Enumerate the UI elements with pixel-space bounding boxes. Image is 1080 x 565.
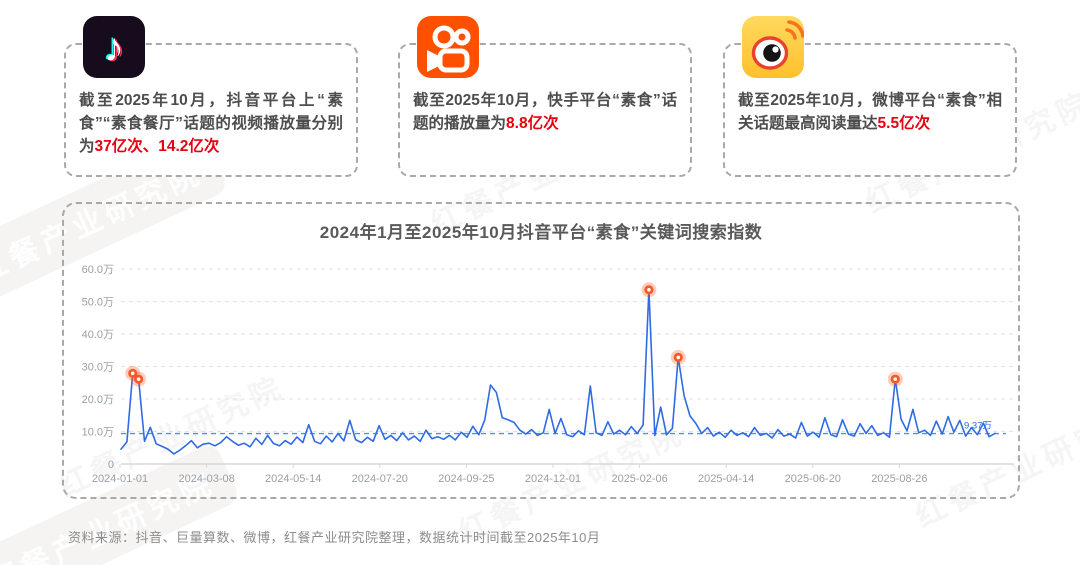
douyin-info-card: ♪ ♪ ♪ 截至2025年10月，抖音平台上“素食”“素食餐厅”话题的视频播放量… — [64, 16, 358, 177]
search-index-line — [120, 288, 996, 455]
weibo-icon — [742, 16, 804, 78]
peak-marker — [887, 371, 903, 387]
x-axis-label: 2024-05-14 — [265, 473, 321, 485]
peak-marker — [131, 371, 147, 387]
douyin-stat-highlight: 37亿次、14.2亿次 — [94, 138, 220, 155]
kuaishou-stat-highlight: 8.8亿次 — [506, 115, 559, 132]
x-axis-label: 2025-08-26 — [871, 473, 927, 485]
x-axis-label: 2025-02-06 — [611, 473, 667, 485]
chart-title: 2024年1月至2025年10月抖音平台“素食”关键词搜索指数 — [319, 223, 763, 242]
y-axis-label: 50.0万 — [82, 297, 114, 309]
x-axis-label: 2024-03-08 — [178, 473, 234, 485]
weibo-stat-text: 截至2025年10月，微博平台“素食”相关话题最高阅读量达5.5亿次 — [738, 89, 1002, 135]
weibo-info-card: 截至2025年10月，微博平台“素食”相关话题最高阅读量达5.5亿次 — [723, 16, 1017, 177]
weibo-stat-highlight: 5.5亿次 — [877, 115, 931, 132]
kuaishou-stat-normal: 截至2025年10月，快手平台“素食”话题的播放量为 — [413, 92, 677, 132]
x-axis-label: 2024-01-01 — [92, 473, 148, 485]
chart-canvas: 60.0万 50.0万 40.0万 30.0万 20.0万 10.0万 0 2024-01-0… — [64, 242, 1018, 498]
y-axis-label: 0 — [108, 459, 114, 471]
svg-text:♪: ♪ — [104, 26, 124, 70]
x-axis-label: 2025-06-20 — [785, 473, 841, 485]
kuaishou-info-card: 截至2025年10月，快手平台“素食”话题的播放量为8.8亿次 — [398, 16, 692, 177]
x-axis-label: 2024-07-20 — [352, 473, 408, 485]
y-axis-label: 30.0万 — [82, 362, 114, 374]
y-axis-label: 10.0万 — [82, 427, 114, 439]
data-source-note: 资料来源：抖音、巨量算数、微博，红餐产业研究院整理，数据统计时间截至2025年1… — [68, 530, 601, 545]
y-axis-label: 60.0万 — [82, 264, 114, 276]
x-axis-label: 2024-12-01 — [525, 473, 581, 485]
peak-marker — [670, 349, 686, 365]
svg-text:♪: ♪ — [102, 25, 122, 69]
douyin-icon: ♪ ♪ ♪ — [83, 16, 145, 78]
y-axis-label: 40.0万 — [82, 329, 114, 341]
douyin-stat-normal: 截至2025年10月，抖音平台上“素食”“素食餐厅”话题的视频播放量分别为 — [79, 92, 343, 155]
average-line-label: 9.37万 — [964, 421, 992, 432]
search-index-chart-panel: 2024年1月至2025年10月抖音平台“素食”关键词搜索指数 60.0万 50.… — [62, 202, 1020, 499]
svg-text:♪: ♪ — [106, 27, 126, 71]
x-axis-label: 2025-04-14 — [698, 473, 754, 485]
douyin-stat-text: 截至2025年10月，抖音平台上“素食”“素食餐厅”话题的视频播放量分别为37亿… — [79, 89, 343, 158]
kuaishou-icon — [417, 16, 479, 78]
weibo-stat-normal: 截至2025年10月，微博平台“素食”相关话题最高阅读量达 — [738, 92, 1002, 132]
y-axis-label: 20.0万 — [82, 394, 114, 406]
x-axis-label: 2024-09-25 — [438, 473, 494, 485]
kuaishou-stat-text: 截至2025年10月，快手平台“素食”话题的播放量为8.8亿次 — [413, 89, 677, 135]
peak-marker — [641, 282, 657, 298]
